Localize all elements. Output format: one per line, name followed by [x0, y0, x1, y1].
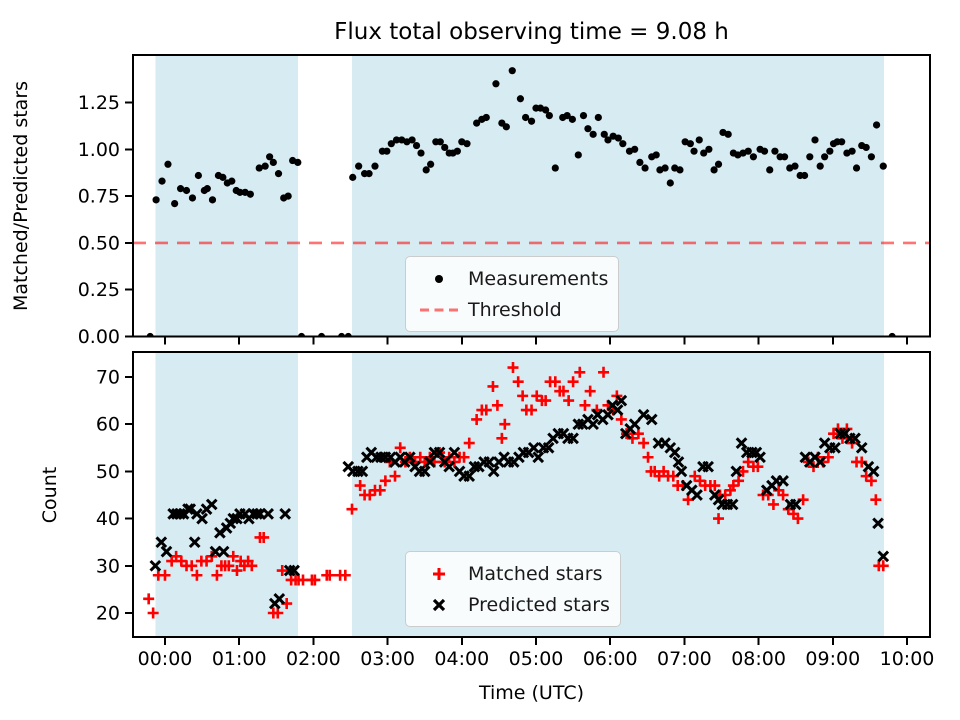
svg-text:60: 60 [96, 414, 120, 436]
svg-text:08:00: 08:00 [731, 648, 786, 670]
svg-text:05:00: 05:00 [509, 648, 564, 670]
legend-label: Measurements [468, 267, 609, 290]
svg-text:20: 20 [96, 603, 120, 625]
svg-text:04:00: 04:00 [434, 648, 489, 670]
top-y-axis-label: Matched/Predicted stars [10, 80, 32, 312]
svg-text:1.00: 1.00 [78, 139, 120, 161]
bottom-y-axis-label: Count [39, 466, 61, 524]
x-tick-labels: 00:00 01:00 02:00 03:00 04:00 05:00 06:00 07:00… [138, 648, 935, 670]
svg-text:50: 50 [96, 461, 120, 483]
svg-text:40: 40 [96, 508, 120, 530]
svg-text:06:00: 06:00 [583, 648, 638, 670]
top-legend: Measurements Threshold [405, 256, 620, 332]
bottom-legend: Matched stars Predicted stars [405, 551, 621, 627]
svg-text:10:00: 10:00 [880, 648, 935, 670]
svg-text:0.25: 0.25 [78, 279, 120, 301]
x-ticks [164, 637, 908, 645]
legend-label: Predicted stars [468, 593, 610, 616]
svg-text:01:00: 01:00 [212, 648, 267, 670]
legend-label: Matched stars [468, 562, 603, 585]
svg-text:00:00: 00:00 [138, 648, 193, 670]
y-ticks: 0.00 0.25 0.50 0.75 1.00 1.25 [78, 92, 133, 348]
svg-text:70: 70 [96, 367, 120, 389]
figure-title: Flux total observing time = 9.08 h [334, 19, 729, 45]
svg-text:0.00: 0.00 [78, 326, 120, 348]
svg-text:09:00: 09:00 [805, 648, 860, 670]
x-marker-icon [410, 596, 468, 614]
legend-item-threshold: Threshold [410, 295, 608, 324]
legend-item-matched-stars: Matched stars [410, 559, 610, 588]
svg-text:03:00: 03:00 [360, 648, 415, 670]
x-ticks [164, 336, 908, 345]
svg-text:30: 30 [96, 555, 120, 577]
measurements-series [146, 67, 896, 337]
svg-text:07:00: 07:00 [657, 648, 712, 670]
plus-marker-icon [410, 565, 468, 583]
svg-text:02:00: 02:00 [286, 648, 341, 670]
x-axis-label: Time (UTC) [478, 682, 585, 704]
y-ticks: 20 30 40 50 60 70 [96, 367, 133, 625]
legend-item-measurements: Measurements [410, 264, 608, 293]
svg-text:0.75: 0.75 [78, 186, 120, 208]
svg-text:1.25: 1.25 [78, 92, 120, 114]
predicted-stars-series [149, 394, 890, 610]
dot-marker-icon [410, 270, 468, 288]
legend-label: Threshold [468, 298, 562, 321]
axes-spines [132, 351, 931, 638]
dash-marker-icon [410, 301, 468, 319]
legend-item-predicted-stars: Predicted stars [410, 590, 610, 619]
svg-text:0.50: 0.50 [78, 232, 120, 254]
